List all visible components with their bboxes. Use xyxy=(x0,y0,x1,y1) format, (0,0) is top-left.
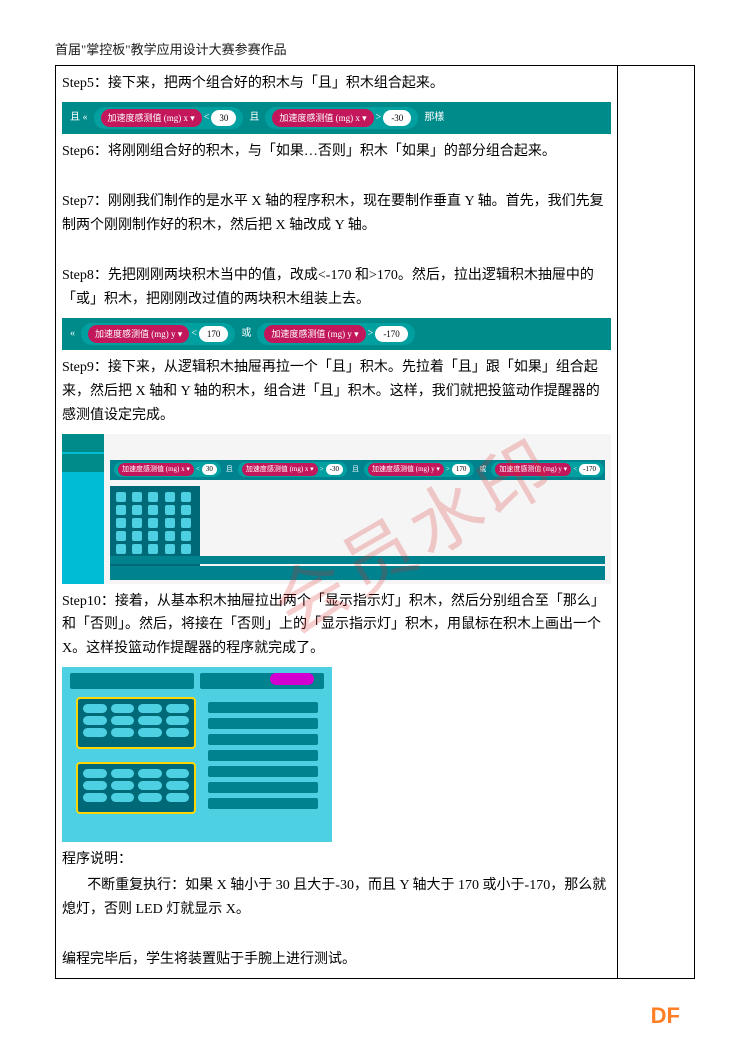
page-header: 首届"掌控板"教学应用设计大赛参赛作品 xyxy=(55,40,695,61)
lt-op-2: < xyxy=(189,326,199,342)
main-content-cell: Step5：接下来，把两个组合好的积木与「且」积木组合起来。 且 « 加速度感测… xyxy=(56,65,618,978)
ss-panel-bot xyxy=(76,762,196,814)
code-block-strip-1: 且 « 加速度感测值 (mg) x ▾ < 30 且 加速度感测值 (mg) x… xyxy=(62,102,611,134)
ss-bars xyxy=(208,702,318,814)
explain-line1: 不断重复执行：如果 X 轴小于 30 且大于-30，而且 Y 轴大于 170 或… xyxy=(62,874,611,922)
tail-text: 那樣 xyxy=(422,110,446,126)
or-op: 或 xyxy=(239,326,253,342)
sensor-pill-4: 加速度感测值 (mg) y ▾ xyxy=(264,325,365,343)
explain-title: 程序说明： xyxy=(62,848,611,872)
step7-text: Step7：刚刚我们制作的是水平 X 轴的程序积木，现在要制作垂直 Y 轴。首先… xyxy=(62,190,611,238)
gt-op: > xyxy=(374,110,384,126)
ss-panel-top xyxy=(76,697,196,749)
value-170: 170 xyxy=(199,326,229,342)
step10-text: Step10：接着，从基本积木抽屉拉出两个「显示指示灯」积木，然后分别组合至「那… xyxy=(62,590,611,661)
compare-pill-3: 加速度感测值 (mg) y ▾ < 170 xyxy=(81,323,235,345)
content-table: Step5：接下来，把两个组合好的积木与「且」积木组合起来。 且 « 加速度感测… xyxy=(55,65,695,979)
step10-screenshot xyxy=(62,667,332,842)
value-30: 30 xyxy=(211,110,236,126)
or-prefix: « xyxy=(68,326,77,342)
sensor-pill-3: 加速度感测值 (mg) y ▾ xyxy=(88,325,189,343)
compare-pill-4: 加速度感测值 (mg) y ▾ > -170 xyxy=(257,323,414,345)
side-cell xyxy=(618,65,695,978)
ide-screenshot: 加速度感测值 (mg) x ▾<30 且 加速度感测值 (mg) x ▾>-30… xyxy=(62,434,611,584)
step5-text: Step5：接下来，把两个组合好的积木与「且」积木组合起来。 xyxy=(62,72,611,96)
step8-text: Step8：先把刚刚两块积木当中的值，改成<-170 和>170。然后，拉出逻辑… xyxy=(62,264,611,312)
explain-line2: 编程完毕后，学生将装置贴于手腕上进行测试。 xyxy=(62,948,611,972)
compare-pill-2: 加速度感测值 (mg) x ▾ > -30 xyxy=(265,107,418,129)
value-n170: -170 xyxy=(375,326,408,342)
ide-bar-1 xyxy=(110,566,605,580)
value-n30: -30 xyxy=(383,110,411,126)
and-op: 且 xyxy=(247,110,261,126)
ide-sidebar xyxy=(62,434,104,584)
df-logo: DF xyxy=(651,998,680,1033)
led-matrix-panel xyxy=(110,486,200,566)
step9-text: Step9：接下来，从逻辑积木抽屉再拉一个「且」积木。先拉着「且」跟「如果」组合… xyxy=(62,356,611,427)
sensor-pill-2: 加速度感测值 (mg) x ▾ xyxy=(272,109,373,127)
step6-text: Step6：将刚刚组合好的积木，与「如果…否则」积木「如果」的部分组合起来。 xyxy=(62,140,611,164)
ide-bar-2 xyxy=(110,556,605,564)
lt-op: < xyxy=(202,110,212,126)
ide-logic-strip: 加速度感测值 (mg) x ▾<30 且 加速度感测值 (mg) x ▾>-30… xyxy=(110,460,605,480)
ss-magenta-pill xyxy=(270,673,314,685)
code-block-strip-2: « 加速度感测值 (mg) y ▾ < 170 或 加速度感测值 (mg) y … xyxy=(62,318,611,350)
gt-op-2: > xyxy=(366,326,376,342)
compare-pill-1: 加速度感测值 (mg) x ▾ < 30 xyxy=(94,107,244,129)
sensor-pill-1: 加速度感测值 (mg) x ▾ xyxy=(101,109,202,127)
and-prefix: 且 « xyxy=(68,110,90,126)
